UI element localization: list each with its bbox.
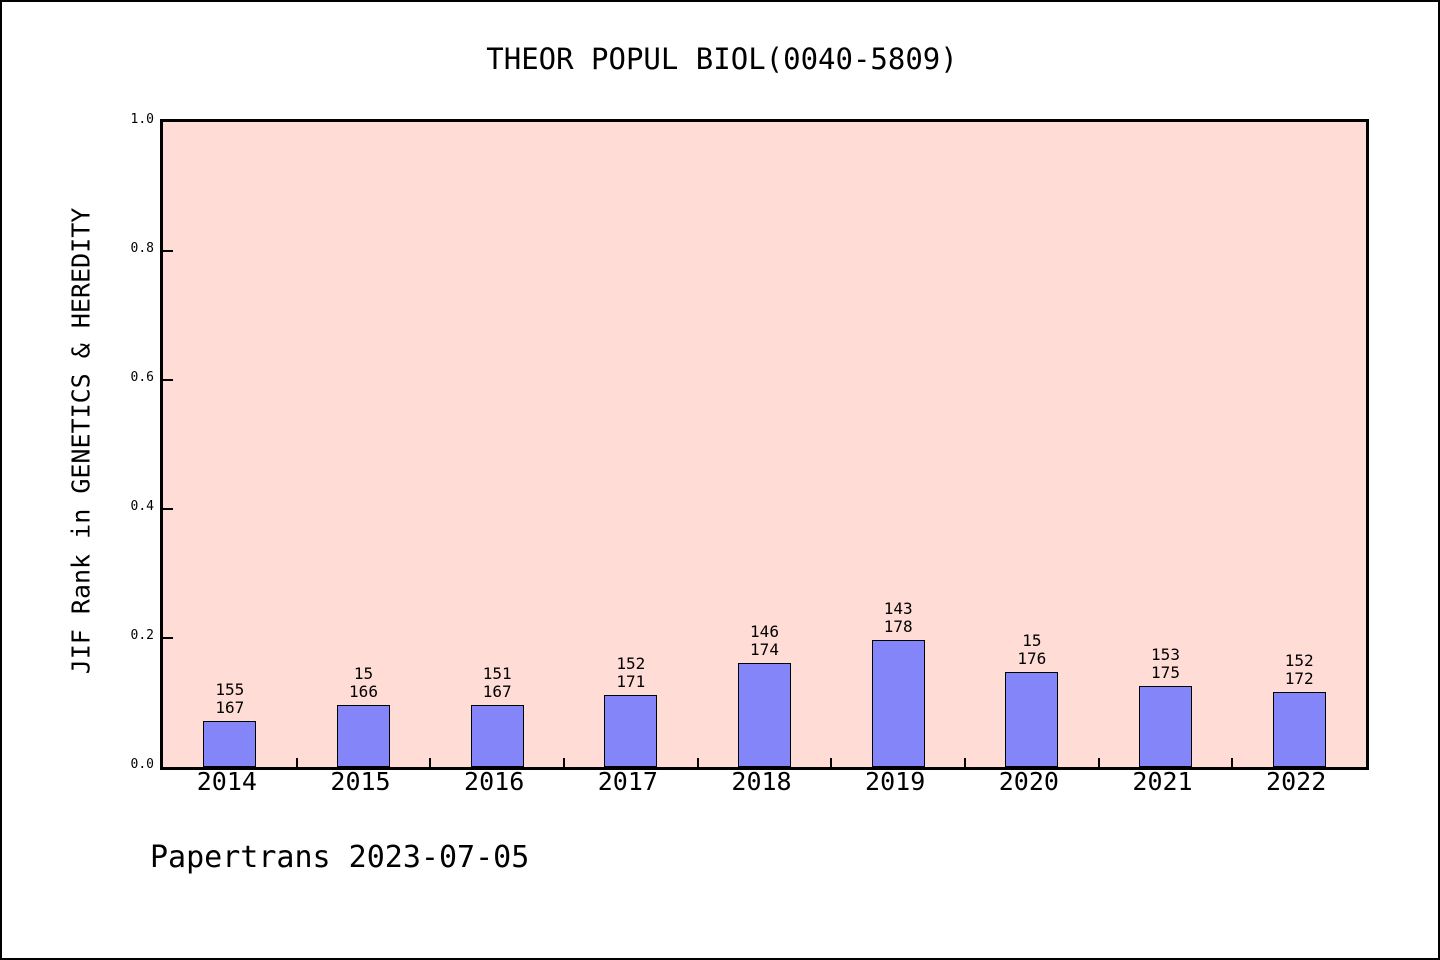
- bar-total-2017: 171: [616, 672, 646, 691]
- x-boundary-tick-4: [696, 758, 699, 767]
- y-axis-title: JIF Rank in GENETICS & HEREDITY: [66, 207, 96, 675]
- x-boundary-tick-7: [1097, 758, 1100, 767]
- bar-total-2021: 175: [1151, 663, 1180, 682]
- bar-rank-2021: 153: [1151, 645, 1180, 664]
- bar-value-label-2021: 153 175: [1151, 646, 1180, 682]
- bar-rank-2016: 151: [482, 664, 512, 683]
- bar-rank-2014: 155: [215, 680, 245, 699]
- y-tick-label-1.0: 1.0: [130, 112, 154, 127]
- bar-rank-2015: 15: [353, 664, 374, 683]
- bar-total-2022: 172: [1284, 669, 1314, 688]
- bar-2016: [470, 705, 524, 767]
- y-tick-mark-0.4: [163, 508, 173, 510]
- y-tick-label-0.8: 0.8: [130, 241, 154, 256]
- x-boundary-tick-5: [830, 758, 833, 767]
- x-tick-label-2018: 2018: [731, 767, 792, 796]
- bar-2020: [1005, 672, 1059, 767]
- bar-value-label-2014: 155 167: [215, 681, 244, 717]
- bar-total-2020: 176: [1017, 649, 1047, 668]
- bar-rank-2022: 152: [1284, 651, 1314, 670]
- bar-2015: [337, 705, 390, 767]
- bar-value-label-2020: 15 176: [1017, 632, 1046, 668]
- y-tick-mark-0.6: [163, 379, 173, 381]
- y-tick-label-0.2: 0.2: [130, 628, 154, 643]
- x-tick-label-2020: 2020: [998, 767, 1059, 796]
- bar-2018: [738, 663, 791, 767]
- bar-2021: [1139, 686, 1192, 767]
- x-boundary-tick-6: [964, 758, 966, 767]
- y-tick-mark-0.2: [163, 637, 173, 639]
- bar-value-label-2016: 151 167: [483, 665, 512, 701]
- bar-total-2015: 166: [349, 682, 378, 701]
- footer-note: Papertrans 2023-07-05: [150, 840, 530, 875]
- bar-total-2019: 178: [883, 617, 913, 636]
- bar-value-label-2018: 146 174: [750, 623, 779, 659]
- plot-area: 155 167 15 166 151 167 152 171 146 174 143 178 15 176…: [160, 119, 1369, 770]
- x-boundary-tick-8: [1231, 758, 1234, 767]
- x-tick-label-2019: 2019: [865, 767, 926, 796]
- x-tick-label-2015: 2015: [330, 767, 391, 796]
- bar-value-label-2022: 152 172: [1285, 652, 1314, 688]
- y-tick-label-0.6: 0.6: [130, 370, 154, 385]
- x-tick-label-2016: 2016: [464, 767, 525, 796]
- bar-2017: [604, 695, 658, 767]
- bar-rank-2017: 152: [616, 654, 646, 673]
- x-tick-label-2022: 2022: [1266, 767, 1327, 796]
- x-boundary-tick-2: [429, 758, 432, 767]
- bar-rank-2019: 143: [883, 599, 913, 618]
- y-tick-mark-0.8: [163, 250, 173, 252]
- x-boundary-tick-3: [563, 758, 565, 767]
- x-tick-label-2017: 2017: [597, 767, 658, 796]
- x-tick-label-2021: 2021: [1132, 767, 1193, 796]
- y-tick-label-0.0: 0.0: [130, 757, 154, 772]
- chart-title: THEOR POPUL BIOL(0040-5809): [486, 42, 958, 76]
- x-boundary-tick-1: [295, 758, 298, 767]
- bar-value-label-2019: 143 178: [884, 600, 913, 636]
- bar-total-2018: 174: [750, 640, 779, 659]
- bar-value-label-2015: 15 166: [349, 665, 378, 701]
- bar-2019: [871, 640, 925, 767]
- bar-rank-2018: 146: [750, 622, 779, 641]
- bar-total-2016: 167: [482, 682, 512, 701]
- bar-total-2014: 167: [215, 698, 245, 717]
- x-tick-label-2014: 2014: [196, 767, 257, 796]
- bar-2014: [203, 721, 257, 767]
- bar-value-label-2017: 152 171: [616, 655, 645, 691]
- bar-2022: [1272, 692, 1326, 767]
- bar-rank-2020: 15: [1022, 631, 1042, 650]
- y-tick-label-0.4: 0.4: [130, 499, 154, 514]
